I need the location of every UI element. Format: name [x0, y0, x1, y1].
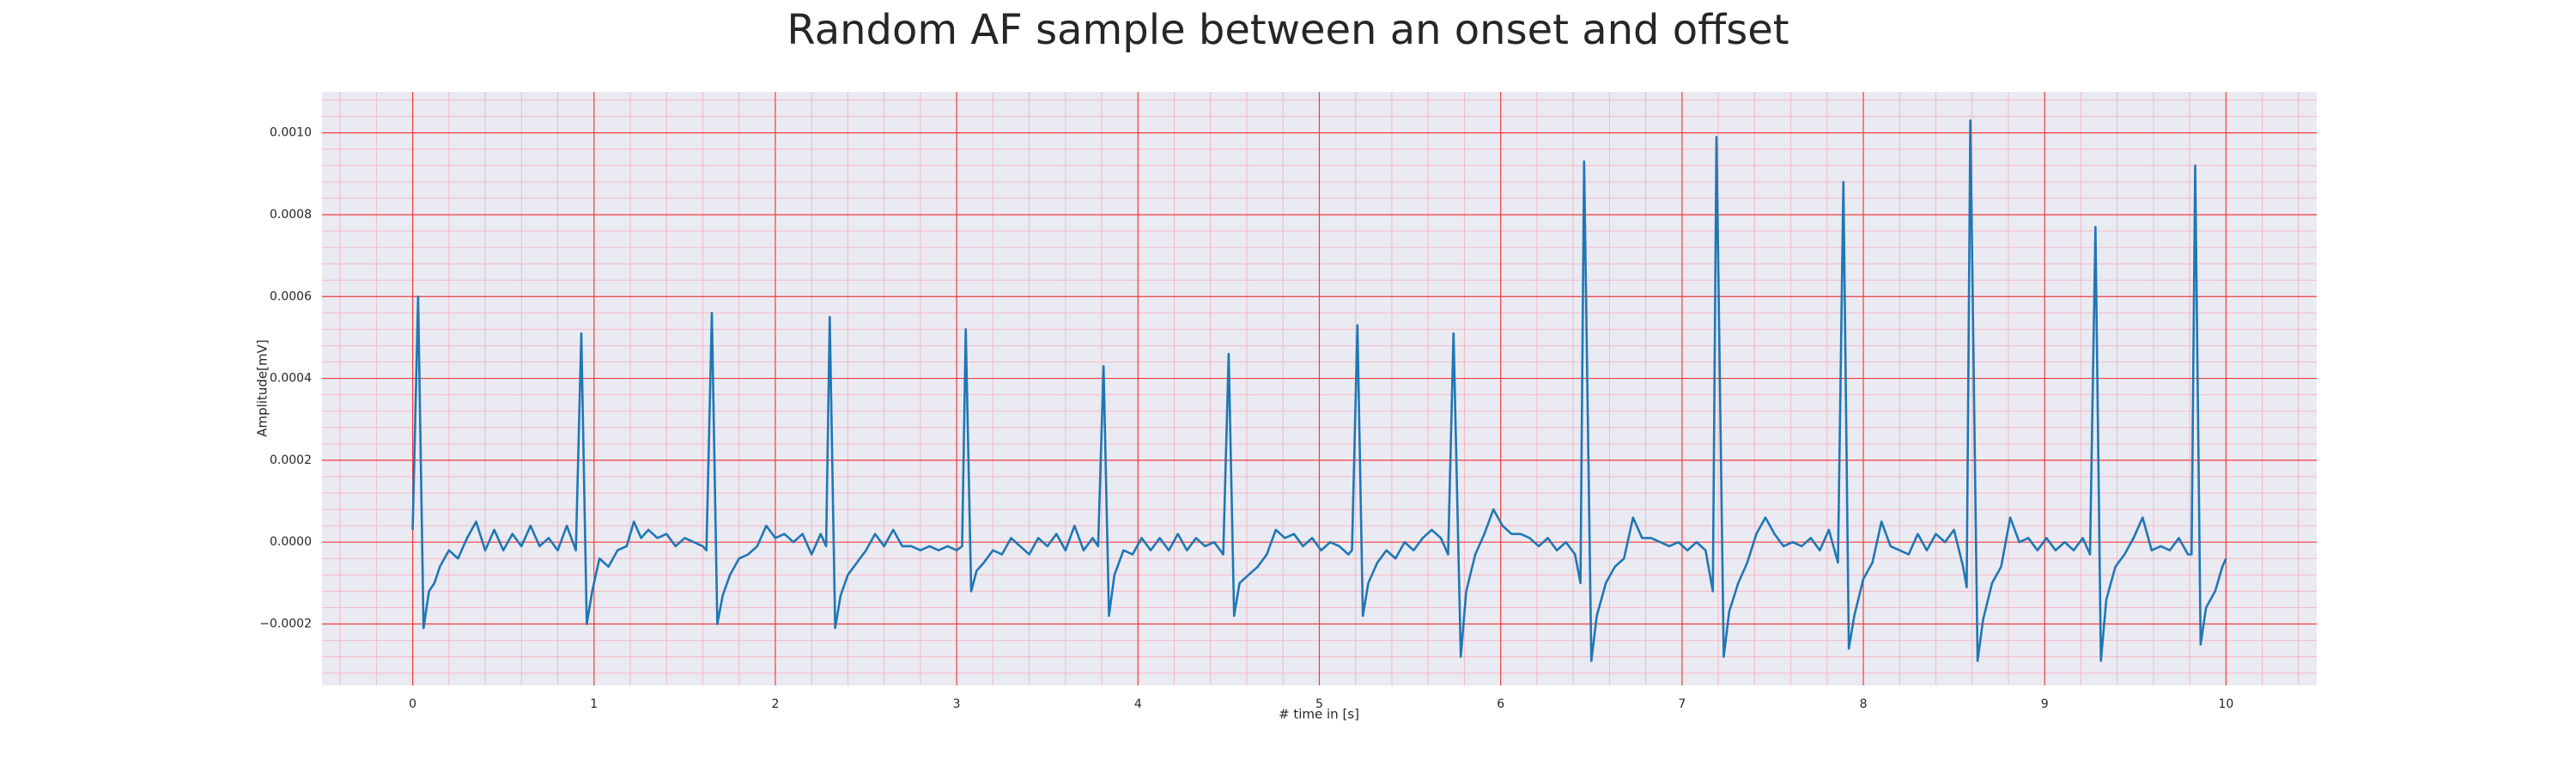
y-tick-label: −0.0002	[259, 618, 312, 631]
x-tick-label: 0	[409, 697, 416, 711]
x-axis-label: # time in [s]	[1279, 707, 1359, 722]
y-axis-label: Amplitude[mV]	[255, 339, 270, 436]
y-tick-label: 0.0002	[270, 453, 312, 467]
x-tick-label: 3	[953, 697, 961, 711]
chart-title: Random AF sample between an onset and of…	[787, 6, 1789, 54]
x-tick-label: 2	[771, 697, 779, 711]
major-grid	[322, 92, 2317, 685]
y-tick-label: 0.0010	[270, 126, 312, 140]
signal-line	[411, 119, 2227, 662]
y-tick-label: 0.0006	[270, 289, 312, 303]
data-layer	[411, 119, 2227, 662]
x-tick-label: 5	[1315, 697, 1323, 711]
y-tick-label: 0.0000	[270, 535, 312, 549]
y-tick-label: 0.0008	[270, 208, 312, 222]
x-tick-label: 9	[2041, 697, 2049, 711]
x-tick-label: 7	[1678, 697, 1686, 711]
x-tick-label: 1	[590, 697, 598, 711]
x-tick-label: 10	[2218, 697, 2233, 711]
y-tick-label: 0.0004	[270, 372, 312, 386]
x-tick-label: 8	[1860, 697, 1868, 711]
x-tick-label: 4	[1134, 697, 1142, 711]
x-tick-label: 6	[1497, 697, 1504, 711]
